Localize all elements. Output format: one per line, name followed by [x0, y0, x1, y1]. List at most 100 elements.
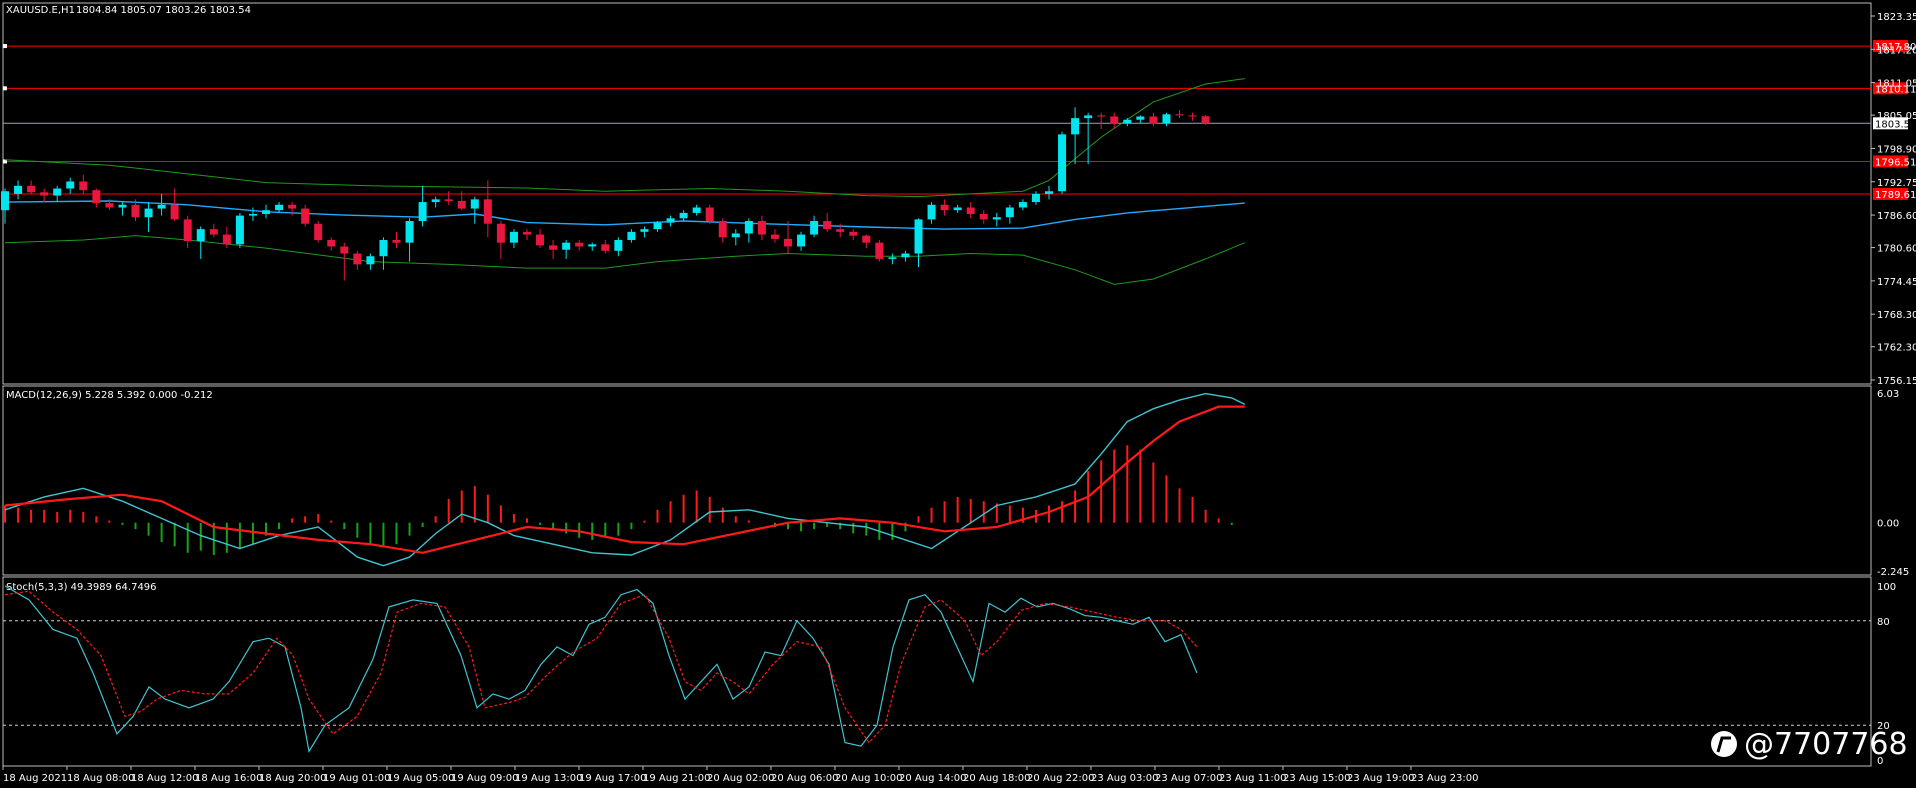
candle-body-71 — [927, 204, 936, 220]
level-tag-label-3: 1789.61 — [1875, 190, 1916, 201]
macd-indicator: 6.03 0.00 -2.245 — [4, 389, 1909, 578]
candle-body-42 — [549, 245, 558, 250]
candle-body-92 — [1201, 116, 1210, 124]
time-tick-label-22: 23 Aug 23:00 — [1411, 773, 1478, 784]
candle-body-82 — [1071, 118, 1080, 135]
macd-pane-frame — [2, 385, 1872, 576]
time-tick-label-19: 23 Aug 11:00 — [1219, 773, 1286, 784]
candle-body-75 — [979, 213, 988, 220]
price-tick-label-5: 1792.75 — [1877, 178, 1916, 189]
candle-body-43 — [562, 242, 571, 250]
price-tick-label-4: 1798.90 — [1877, 144, 1916, 155]
macd-label: MACD(12,26,9) 5.228 5.392 0.000 -0.212 — [6, 390, 213, 401]
candle-body-64 — [836, 229, 845, 232]
candle-body-28 — [366, 256, 375, 265]
candle-body-58 — [757, 221, 766, 235]
time-tick-label-8: 19 Aug 13:00 — [515, 773, 582, 784]
time-tick-label-17: 23 Aug 03:00 — [1091, 773, 1158, 784]
candle-body-8 — [105, 203, 114, 208]
candle-body-60 — [784, 238, 792, 247]
macd-tick-label-2: -2.245 — [1877, 567, 1909, 578]
level-tag-1 — [1873, 82, 1908, 95]
ohlc-readout: 1804.84 1805.07 1803.26 1803.54 — [76, 5, 251, 16]
time-tick-label-3: 18 Aug 16:00 — [195, 773, 262, 784]
level-handle-2 — [3, 159, 7, 164]
macd-tick-label-0: 6.03 — [1877, 389, 1899, 400]
candle-body-25 — [327, 239, 336, 247]
candle-body-47 — [614, 239, 623, 251]
candle-body-7 — [92, 190, 101, 204]
candle-body-54 — [705, 207, 714, 222]
candle-body-30 — [392, 239, 401, 243]
candle-body-10 — [131, 204, 140, 218]
time-tick-label-10: 19 Aug 21:00 — [643, 773, 710, 784]
candle-body-3 — [40, 192, 49, 196]
candle-body-79 — [1031, 193, 1040, 203]
watermark-logo-icon — [1711, 731, 1737, 757]
price-tick-label-2: 1811.05 — [1877, 79, 1916, 90]
candle-body-17 — [222, 234, 231, 245]
current-price-label: 1803.54 — [1875, 119, 1916, 130]
time-tick-label-12: 20 Aug 06:00 — [771, 773, 838, 784]
stoch-main-line — [4, 585, 1198, 753]
time-tick-label-16: 20 Aug 22:00 — [1027, 773, 1094, 784]
candle-body-63 — [823, 221, 832, 230]
time-tick-label-18: 23 Aug 07:00 — [1155, 773, 1222, 784]
level-tag-3 — [1873, 187, 1908, 200]
price-tick-label-10: 1762.30 — [1877, 343, 1916, 354]
watermark-logo-mark — [1716, 736, 1731, 753]
candle-body-9 — [118, 204, 127, 208]
candle-body-73 — [953, 207, 962, 211]
candle-body-6 — [79, 181, 88, 191]
macd-tick-label-1: 0.00 — [1877, 519, 1899, 530]
candle-body-51 — [666, 218, 675, 223]
candle-body-55 — [718, 221, 727, 238]
candle-body-40 — [523, 231, 531, 235]
candle-body-11 — [144, 208, 153, 218]
candle-body-26 — [340, 246, 349, 254]
current-price-tag — [1873, 117, 1908, 130]
time-tick-label-6: 19 Aug 05:00 — [387, 773, 454, 784]
stochastic-indicator: 100 80 20 0 — [3, 582, 1896, 767]
candle-body-4 — [53, 188, 62, 196]
candle-body-35 — [457, 200, 466, 209]
price-tick-label-11: 1756.15 — [1877, 376, 1916, 387]
candle-body-62 — [810, 221, 819, 235]
price-tick-label-9: 1768.30 — [1877, 310, 1916, 321]
bollinger-upper-line — [4, 78, 1245, 198]
candle-body-18 — [235, 215, 244, 245]
candle-body-87 — [1136, 116, 1145, 120]
stoch-tick-label-0: 100 — [1877, 582, 1896, 593]
candle-body-32 — [418, 202, 427, 222]
watermark: @7707768 — [1711, 727, 1908, 762]
watermark-text: @7707768 — [1744, 727, 1908, 762]
time-tick-label-5: 19 Aug 01:00 — [323, 773, 390, 784]
candle-body-85 — [1110, 116, 1119, 124]
candle-body-70 — [914, 219, 923, 254]
candle-body-48 — [627, 231, 636, 240]
stoch-tick-label-2: 20 — [1877, 721, 1890, 732]
price-tick-label-3: 1805.05 — [1877, 111, 1916, 122]
price-tick-label-0: 1823.35 — [1877, 12, 1916, 23]
candle-body-90 — [1175, 114, 1184, 116]
time-tick-label-9: 19 Aug 17:00 — [579, 773, 646, 784]
candle-body-37 — [483, 199, 492, 224]
time-tick-label-4: 18 Aug 20:00 — [259, 773, 326, 784]
candle-body-76 — [992, 217, 1001, 220]
candle-body-22 — [288, 204, 297, 209]
time-tick-label-11: 20 Aug 02:00 — [707, 773, 774, 784]
candle-body-80 — [1045, 191, 1053, 194]
time-tick-label-14: 20 Aug 14:00 — [899, 773, 966, 784]
candle-body-1 — [14, 185, 23, 194]
candle-body-2 — [27, 185, 36, 193]
candle-body-91 — [1188, 115, 1197, 117]
candle-body-59 — [770, 234, 779, 239]
candle-body-14 — [183, 219, 192, 242]
candle-body-52 — [679, 212, 688, 219]
candle-body-20 — [262, 210, 270, 214]
price-tick-label-7: 1780.60 — [1877, 244, 1916, 255]
level-tag-0 — [1873, 40, 1908, 53]
stoch-tick-label-1: 80 — [1877, 617, 1890, 628]
